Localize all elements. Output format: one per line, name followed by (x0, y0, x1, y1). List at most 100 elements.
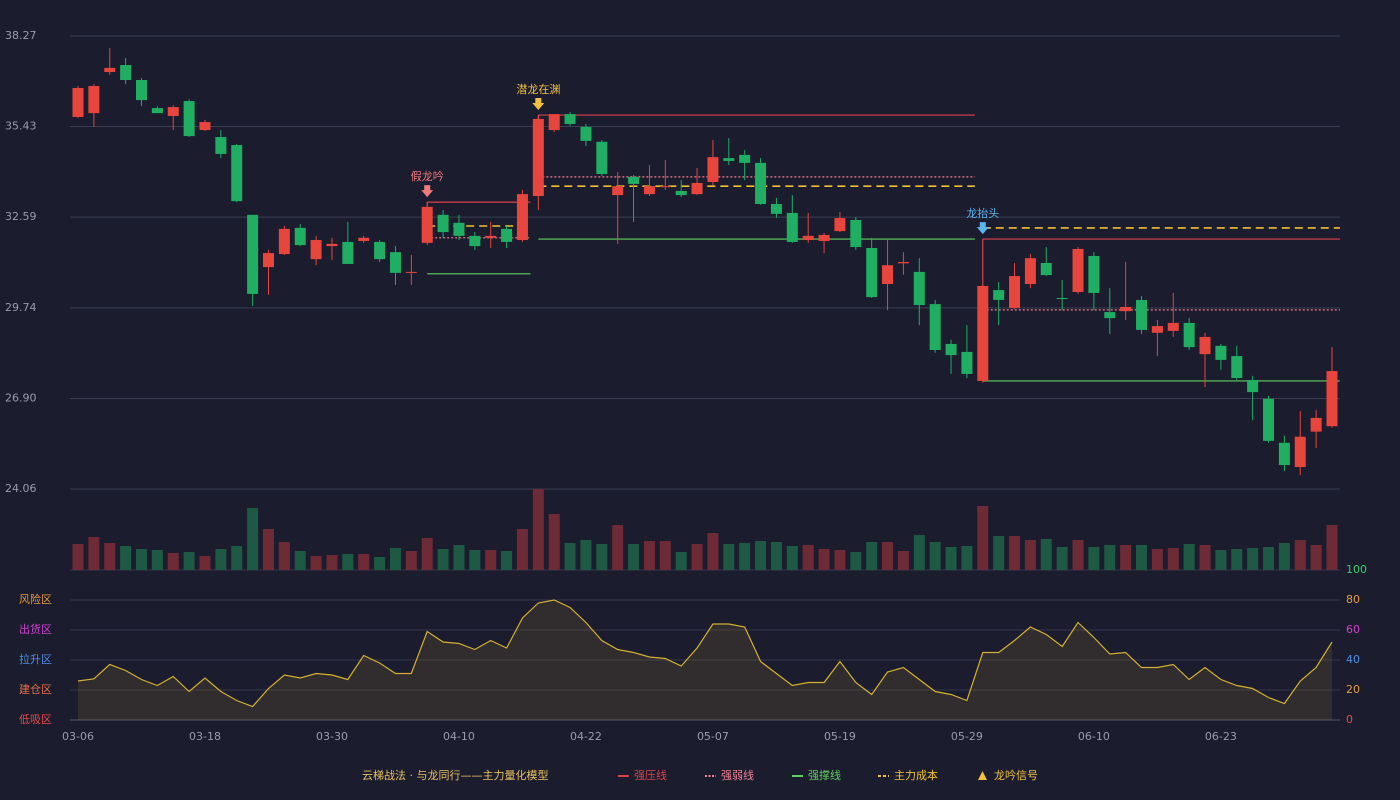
candle-body (612, 186, 624, 196)
volume-bar (342, 554, 354, 570)
candle-body (1136, 299, 1148, 330)
candle-body (866, 247, 878, 298)
legend-label: 强压线 (634, 768, 667, 782)
candle-body (596, 141, 608, 175)
y-tick-label: 35.43 (5, 120, 37, 133)
candle-body (104, 67, 116, 73)
y-tick-label: 100 (1346, 563, 1367, 576)
volume-bar (215, 549, 227, 570)
volume-bar (596, 544, 608, 570)
candle-body (913, 271, 925, 306)
volume-bar (516, 529, 528, 570)
volume-bar (739, 543, 751, 570)
volume-bar (1120, 545, 1132, 570)
x-tick-label: 04-22 (570, 730, 602, 743)
volume-bar (151, 550, 163, 570)
volume-bar (945, 547, 957, 570)
legend-marker (978, 771, 987, 780)
candle-body (580, 126, 592, 141)
candle-body (532, 118, 544, 197)
candle-body (786, 212, 798, 242)
candle-body (1167, 322, 1179, 331)
candle-body (1088, 255, 1100, 293)
candle-body (707, 157, 719, 183)
x-tick-label: 05-07 (697, 730, 729, 743)
volume-bar (1183, 544, 1195, 570)
volume-bar (580, 540, 592, 570)
volume-bar (389, 548, 401, 570)
volume-bar (802, 545, 814, 570)
candle-body (739, 154, 751, 163)
candle-body (1104, 312, 1116, 319)
signal-arrow (976, 222, 989, 235)
y-tick-label: 24.06 (5, 482, 37, 495)
candle-body (437, 214, 449, 233)
volume-bar (310, 556, 322, 570)
x-tick-label: 05-19 (824, 730, 856, 743)
volume-bar (405, 551, 417, 570)
signal-arrow (532, 98, 545, 111)
y-tick-label: 60 (1346, 623, 1360, 636)
candle-body (199, 122, 211, 131)
volume-bar (1167, 548, 1179, 570)
volume-bar (135, 549, 147, 570)
volume-bar (183, 552, 195, 570)
candle-body (1024, 258, 1036, 285)
x-tick-label: 06-23 (1205, 730, 1237, 743)
volume-bar (199, 556, 211, 570)
zone-label: 建仓区 (19, 682, 52, 696)
candle-body (1040, 262, 1052, 276)
volume-bar (691, 544, 703, 570)
y-tick-label: 29.74 (5, 301, 37, 314)
volume-bar (961, 546, 973, 570)
candle-body (1326, 371, 1338, 427)
volume-bar (294, 551, 306, 570)
volume-bar (1136, 545, 1148, 570)
legend-label: 强弱线 (721, 768, 754, 782)
candle-body (1263, 398, 1275, 441)
volume-bar (1088, 547, 1100, 570)
candle-body (628, 176, 640, 184)
volume-bar (1310, 545, 1322, 570)
volume-bar (929, 542, 941, 570)
candle-body (691, 182, 703, 195)
volume-bar (993, 536, 1005, 570)
y-tick-label: 32.59 (5, 210, 37, 223)
x-tick-label: 03-06 (62, 730, 94, 743)
volume-bar (421, 538, 433, 570)
volume-bar (786, 546, 798, 570)
volume-bar (485, 550, 497, 570)
volume-bar (628, 544, 640, 570)
candle-body (501, 228, 513, 242)
volume-bar (1009, 536, 1021, 570)
volume-bar (453, 545, 465, 570)
volume-bar (897, 551, 909, 570)
candle-body (183, 101, 195, 137)
volume-bar (247, 508, 259, 570)
signal-label: 龙抬头 (966, 206, 999, 220)
volume-bar (278, 542, 290, 570)
zone-label: 拉升区 (19, 652, 52, 666)
x-tick-label: 03-18 (189, 730, 221, 743)
volume-bar (882, 542, 894, 570)
volume-bar (913, 535, 925, 570)
candle-body (453, 222, 465, 236)
candle-body (421, 206, 433, 243)
volume-bar (977, 506, 989, 570)
candle-body (167, 107, 179, 117)
volume-bar (723, 544, 735, 570)
volume-bar (326, 555, 338, 570)
x-tick-label: 05-29 (951, 730, 983, 743)
candle-body (945, 343, 957, 356)
volume-bar (262, 529, 274, 570)
candle-body (1120, 306, 1132, 312)
candle-body (1310, 417, 1322, 432)
volume-bar (1278, 543, 1290, 570)
signal-arrow (421, 185, 434, 198)
candle-body (278, 228, 290, 255)
candle-body (818, 234, 830, 241)
candle-body (564, 114, 576, 124)
candle-body (485, 235, 497, 238)
candle-body (755, 162, 767, 205)
